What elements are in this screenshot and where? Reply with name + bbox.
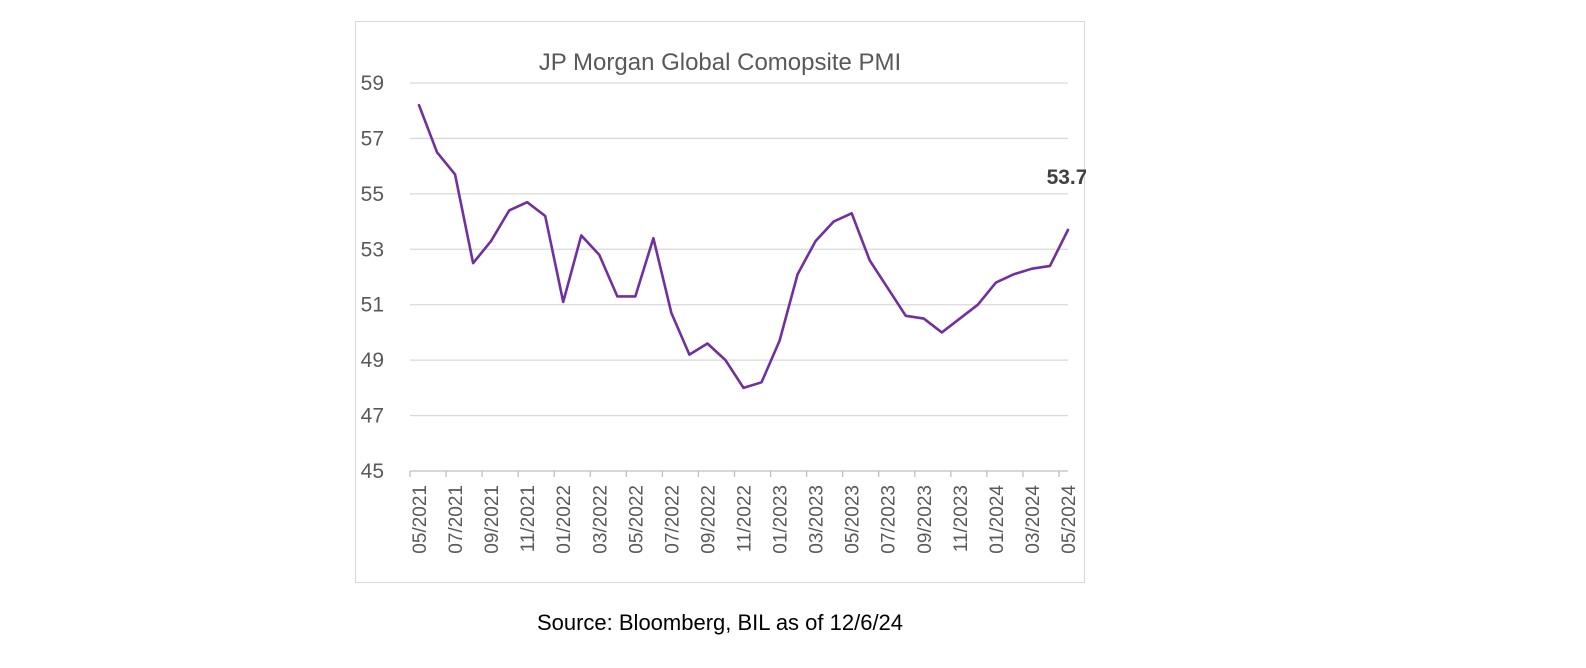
x-tick-label: 05/2022 xyxy=(626,485,647,554)
x-tick-label: 01/2023 xyxy=(771,485,792,554)
y-tick-label: 49 xyxy=(361,349,384,372)
y-tick-label: 55 xyxy=(361,183,384,206)
series-line xyxy=(417,103,1070,390)
data-labels: 53.7 xyxy=(1047,166,1086,189)
y-axis: 45 47 49 51 53 55 57 59 xyxy=(361,72,384,483)
x-tick-label: 11/2022 xyxy=(735,485,756,552)
line-chart: JP Morgan Global Comopsite PMI 45 47 49 51 5… xyxy=(361,49,1086,554)
gridlines xyxy=(410,82,1068,417)
y-tick-label: 57 xyxy=(361,127,384,150)
y-tick-label: 59 xyxy=(361,72,384,95)
data-label: 53.7 xyxy=(1047,166,1086,189)
source-note: Source: Bloomberg, BIL as of 12/6/24 xyxy=(536,610,904,635)
x-tick-label: 01/2024 xyxy=(987,485,1008,554)
x-tick-label: 03/2022 xyxy=(590,485,611,554)
x-tick-label: 05/2023 xyxy=(843,485,864,554)
x-tick-label: 05/2024 xyxy=(1059,485,1080,554)
x-tick-label: 09/2021 xyxy=(482,485,503,554)
x-tick-label: 11/2023 xyxy=(951,485,972,552)
x-tick-label: 07/2023 xyxy=(879,485,900,554)
x-axis: 05/2021 07/2021 09/2021 11/2021 01/2022 03/20… xyxy=(409,470,1080,554)
x-tick-label: 09/2022 xyxy=(698,485,719,554)
x-tick-label: 03/2024 xyxy=(1023,485,1044,554)
series-layer xyxy=(417,103,1070,390)
x-tick-label: 01/2022 xyxy=(554,485,575,554)
chart-title: JP Morgan Global Comopsite PMI xyxy=(539,49,901,76)
x-tick-label: 11/2021 xyxy=(518,485,539,552)
chart-frame: JP Morgan Global Comopsite PMI 45 47 49 51 5… xyxy=(355,21,1086,583)
x-tick-label: 09/2023 xyxy=(915,485,936,554)
y-tick-label: 47 xyxy=(361,405,384,428)
x-tick-label: 07/2021 xyxy=(446,485,467,554)
x-tick-label: 03/2023 xyxy=(807,485,828,554)
x-tick-label: 05/2021 xyxy=(410,485,431,554)
y-tick-label: 53 xyxy=(361,238,384,261)
y-tick-label: 51 xyxy=(361,294,384,317)
y-tick-label: 45 xyxy=(361,460,384,483)
x-tick-label: 07/2022 xyxy=(662,485,683,554)
